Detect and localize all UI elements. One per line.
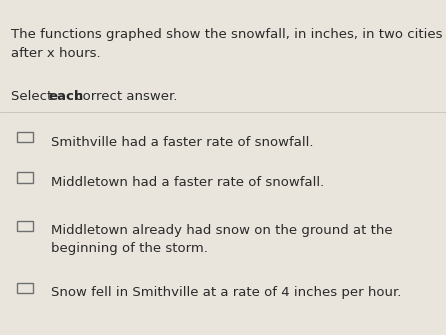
Text: Middletown had a faster rate of snowfall.: Middletown had a faster rate of snowfall… [51,176,325,189]
Text: correct answer.: correct answer. [70,90,177,104]
Text: each: each [48,90,83,104]
Bar [17,283,33,293]
Text: Snow fell in Smithville at a rate of 4 inches per hour.: Snow fell in Smithville at a rate of 4 i… [51,286,402,299]
Bar [17,132,33,142]
Text: Middletown already had snow on the ground at the
beginning of the storm.: Middletown already had snow on the groun… [51,224,393,256]
Bar [17,173,33,183]
Text: Select: Select [11,90,57,104]
Text: Smithville had a faster rate of snowfall.: Smithville had a faster rate of snowfall… [51,136,314,149]
Text: The functions graphed show the snowfall, in inches, in two cities
after x hours.: The functions graphed show the snowfall,… [11,28,442,60]
Bar [17,221,33,231]
